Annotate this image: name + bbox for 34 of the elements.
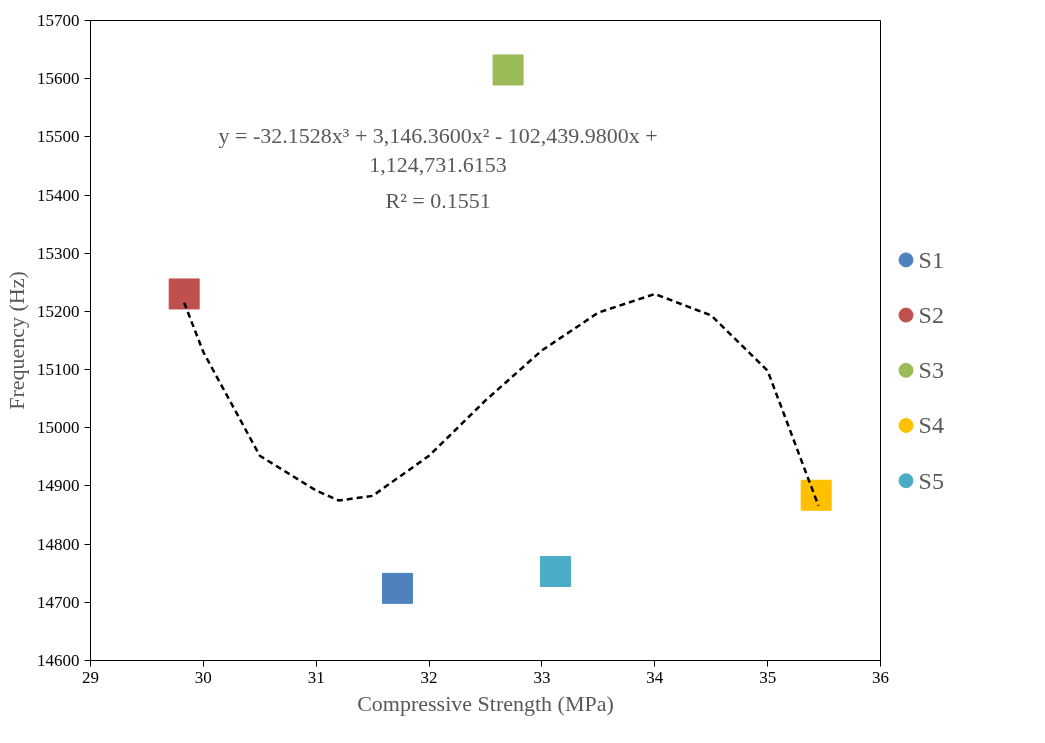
- x-tick-label: 36: [872, 667, 889, 687]
- point: [539, 555, 571, 587]
- y-tick-label: 15100: [37, 360, 80, 380]
- x-tick-label: 34: [646, 667, 664, 687]
- point: [168, 278, 200, 310]
- point: [492, 54, 524, 86]
- y-tick-label: 15600: [37, 69, 80, 89]
- y-tick-label: 14600: [37, 651, 80, 670]
- legend-label: S3: [918, 357, 944, 384]
- y-tick-label: 15200: [37, 301, 80, 321]
- y-tick-label: 15500: [37, 127, 80, 147]
- x-tick-label: 30: [194, 667, 212, 687]
- point: [381, 572, 413, 604]
- x-tick-label: 35: [759, 667, 777, 687]
- x-tick-label: 29: [82, 667, 99, 687]
- legend-label: S5: [918, 467, 944, 494]
- y-tick-label: 15000: [37, 418, 80, 438]
- x-tick-label: 31: [307, 667, 325, 687]
- annotation: y = -32.1528x³ + 3,146.3600x² - 102,439.9800x + 1,124,731.6153: [218, 122, 658, 177]
- y-tick-label: 15300: [37, 243, 80, 263]
- y-tick-label: 15700: [37, 11, 80, 30]
- y-tick-label: 14700: [37, 592, 80, 612]
- y-axis-title: Frequency (Hz): [4, 271, 29, 410]
- legend-label: S2: [918, 302, 944, 329]
- y-tick-label: 14900: [37, 476, 80, 496]
- legend-label: S1: [918, 246, 944, 273]
- x-tick-label: 33: [533, 667, 551, 687]
- y-tick-label: 15400: [37, 185, 80, 205]
- y-tick-label: 14800: [37, 534, 80, 554]
- x-tick-label: 32: [420, 667, 438, 687]
- x-axis-title: Compressive Strength (MPa): [357, 690, 614, 716]
- point: [800, 479, 832, 511]
- legend-label: S4: [918, 412, 944, 439]
- annotation: R² = 0.1551: [385, 187, 491, 213]
